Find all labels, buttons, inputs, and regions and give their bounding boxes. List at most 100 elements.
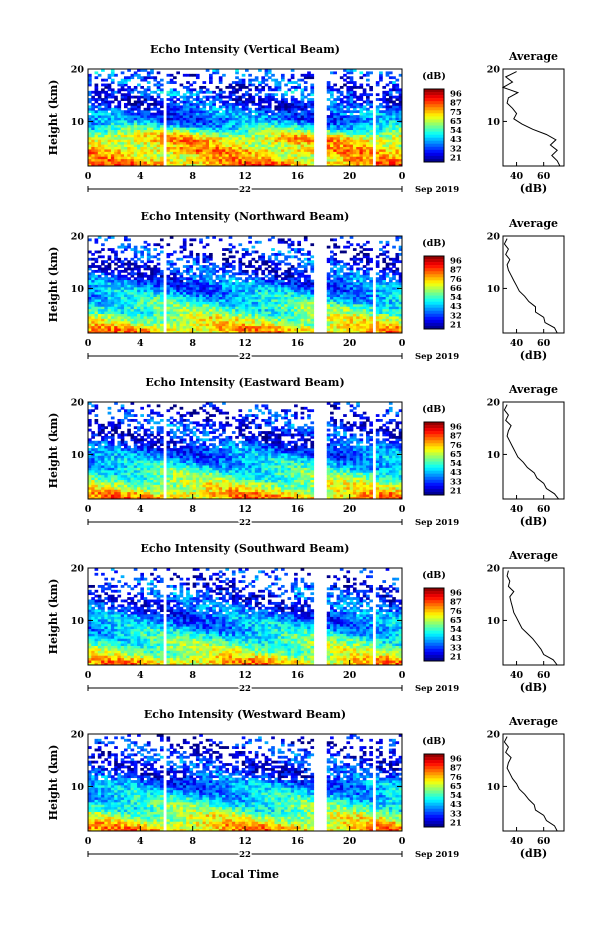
x-tick-label: 0 (85, 670, 92, 681)
x-tick-label: 20 (343, 171, 357, 182)
colorbar-tick-label: 21 (450, 818, 462, 828)
date-label: Sep 2019 (415, 518, 459, 528)
profile-x-tick-label: 60 (537, 338, 551, 349)
panel-2: Echo Intensity (Eastward Beam)1020Height… (47, 376, 564, 528)
x-tick-label: 4 (137, 338, 144, 349)
profile-line (503, 72, 560, 166)
colorbar-unit: (dB) (422, 570, 446, 581)
profile-title: Average (508, 50, 558, 63)
x-tick-label: 0 (399, 338, 406, 349)
profile-title: Average (508, 217, 558, 230)
panel-1: Echo Intensity (Northward Beam)1020Heigh… (47, 210, 564, 362)
y-tick-label: 20 (71, 398, 85, 409)
colorbar (424, 588, 444, 661)
profile-title: Average (508, 715, 558, 728)
y-tick-label: 20 (71, 65, 85, 76)
x-tick-label: 20 (343, 836, 357, 847)
colorbar (424, 422, 444, 495)
y-tick-label: 10 (71, 782, 85, 793)
x-tick-label: 8 (189, 171, 196, 182)
profile-title: Average (508, 549, 558, 562)
x-tick-label: 12 (238, 670, 251, 681)
x-tick-label: 4 (137, 171, 144, 182)
x-tick-label: 0 (399, 836, 406, 847)
x-tick-label: 0 (85, 504, 92, 515)
x-tick-label: 4 (137, 836, 144, 847)
profile-x-tick-label: 40 (510, 338, 524, 349)
heatmap-cells (88, 402, 402, 499)
colorbar-tick-label: 21 (450, 320, 462, 330)
heatmap-cells (88, 734, 402, 831)
panel-title: Echo Intensity (Southward Beam) (141, 542, 350, 555)
profile-x-label: (dB) (520, 847, 547, 860)
day-label: 22 (239, 185, 251, 195)
x-axis-label-local-time: Local Time (211, 868, 279, 881)
x-tick-label: 16 (291, 836, 305, 847)
profile-x-tick-label: 60 (537, 670, 551, 681)
profile-frame (503, 568, 564, 665)
profile-y-tick-label: 10 (487, 782, 501, 793)
y-axis-label: Height (km) (47, 745, 60, 821)
panel-title: Echo Intensity (Vertical Beam) (150, 43, 340, 56)
profile-x-tick-label: 60 (537, 504, 551, 515)
profile-y-tick-label: 20 (487, 564, 501, 575)
date-label: Sep 2019 (415, 352, 459, 362)
date-label: Sep 2019 (415, 850, 459, 860)
colorbar-unit: (dB) (422, 238, 446, 249)
x-tick-label: 0 (85, 338, 92, 349)
x-tick-label: 20 (343, 670, 357, 681)
profile-x-tick-label: 60 (537, 836, 551, 847)
x-tick-label: 20 (343, 504, 357, 515)
x-tick-label: 8 (189, 836, 196, 847)
colorbar-tick-label: 21 (450, 153, 462, 163)
date-label: Sep 2019 (415, 684, 459, 694)
profile-frame (503, 236, 564, 333)
x-tick-label: 16 (291, 338, 305, 349)
profile-y-tick-label: 10 (487, 284, 501, 295)
x-tick-label: 4 (137, 504, 144, 515)
x-tick-label: 8 (189, 504, 196, 515)
heatmap-cells (88, 568, 402, 665)
colorbar (424, 754, 444, 827)
colorbar (424, 89, 444, 162)
day-label: 22 (239, 352, 251, 362)
panel-title: Echo Intensity (Northward Beam) (141, 210, 350, 223)
panel-title: Echo Intensity (Westward Beam) (144, 708, 346, 721)
profile-x-label: (dB) (520, 349, 547, 362)
colorbar-unit: (dB) (422, 71, 446, 82)
profile-x-tick-label: 40 (510, 171, 524, 182)
profile-title: Average (508, 383, 558, 396)
panel-3: Echo Intensity (Southward Beam)1020Heigh… (47, 542, 564, 694)
profile-x-label: (dB) (520, 182, 547, 195)
x-tick-label: 0 (399, 670, 406, 681)
y-tick-label: 10 (71, 284, 85, 295)
x-tick-label: 8 (189, 338, 196, 349)
x-tick-label: 16 (291, 670, 305, 681)
colorbar-unit: (dB) (422, 736, 446, 747)
profile-y-tick-label: 20 (487, 398, 501, 409)
panel-4: Echo Intensity (Westward Beam) 10 20 Height… (47, 708, 564, 860)
colorbar-unit: (dB) (422, 404, 446, 415)
x-tick-label: 12 (238, 171, 251, 182)
profile-frame (503, 69, 564, 166)
y-tick-label: 20 (71, 730, 85, 741)
y-axis-label: Height (km) (47, 80, 60, 156)
profile-y-tick-label: 20 (487, 65, 501, 76)
panel-0: Echo Intensity (Vertical Beam) 10 20 Height… (47, 43, 564, 195)
y-tick-label: 10 (71, 117, 85, 128)
day-label: 22 (239, 684, 251, 694)
y-tick-label: 10 (71, 616, 85, 627)
x-tick-label: 4 (137, 670, 144, 681)
profile-frame (503, 734, 564, 831)
x-tick-label: 8 (189, 670, 196, 681)
y-axis-label: Height (km) (47, 413, 60, 489)
heatmap-cells (88, 236, 402, 333)
profile-x-tick-label: 40 (510, 670, 524, 681)
y-tick-label: 20 (71, 232, 85, 243)
x-tick-label: 12 (238, 338, 251, 349)
day-label: 22 (239, 850, 251, 860)
profile-y-tick-label: 10 (487, 117, 501, 128)
day-label: 22 (239, 518, 251, 528)
profile-y-tick-label: 10 (487, 616, 501, 627)
